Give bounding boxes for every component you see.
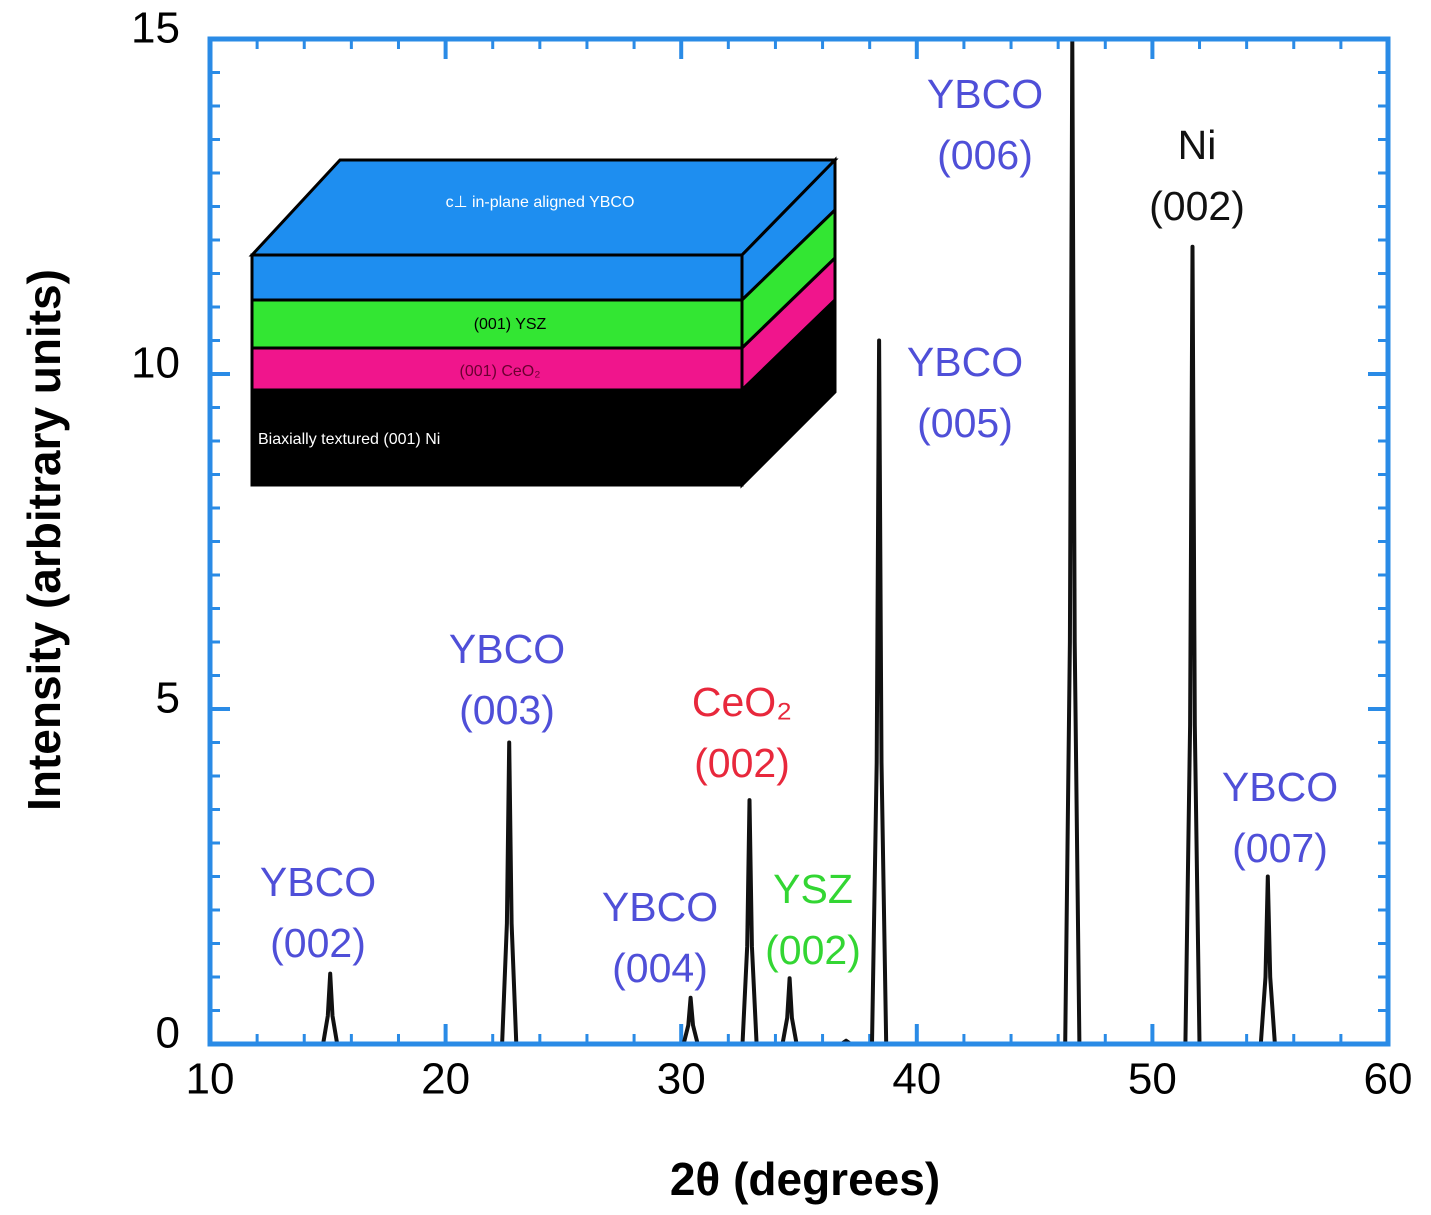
peak-label: (003) [459, 687, 555, 733]
ysz-layer [250, 298, 744, 350]
ybco-layer [250, 253, 744, 302]
x-tick-label: 40 [892, 1055, 941, 1104]
peak-label: (004) [612, 945, 708, 991]
x-axis-title: 2θ (degrees) [670, 1153, 940, 1205]
x-tick-label: 20 [421, 1055, 470, 1104]
peak-label: (002) [270, 920, 366, 966]
y-tick-label: 15 [131, 4, 180, 53]
diffraction-line [210, 39, 1388, 1044]
peak-label: YBCO [260, 859, 376, 905]
x-tick-label: 10 [186, 1055, 235, 1104]
ni-side [740, 296, 837, 489]
peak-label: (002) [765, 927, 861, 973]
layer-label: Biaxially textured (001) Ni [258, 431, 440, 448]
plot-frame [207, 36, 1391, 1047]
x-tick-label: 30 [657, 1055, 706, 1104]
y-tick-label: 10 [131, 339, 180, 388]
peak-label: YBCO [1222, 764, 1338, 810]
peak-label: (007) [1232, 825, 1328, 871]
peak-label: CeO₂ [692, 679, 792, 725]
peak-label: Ni [1178, 122, 1217, 168]
y-tick-label: 0 [156, 1009, 180, 1058]
peak-label: YBCO [602, 884, 718, 930]
x-tick-label: 50 [1128, 1055, 1177, 1104]
ni-layer [250, 388, 744, 487]
peak-label: (002) [1149, 183, 1245, 229]
layer-label: (001) CeO₂ [460, 363, 541, 380]
x-tick-label: 60 [1364, 1055, 1413, 1104]
peak-label: YBCO [907, 339, 1023, 385]
y-tick-label: 5 [156, 674, 180, 723]
y-axis-title: Intensity (arbitrary units) [18, 269, 70, 811]
peak-label: YSZ [773, 866, 853, 912]
peak-label: (002) [694, 740, 790, 786]
peak-label: (006) [937, 132, 1033, 178]
layer-label: c⊥ in-plane aligned YBCO [446, 194, 635, 211]
peak-label: (005) [917, 400, 1013, 446]
peak-label: YBCO [449, 626, 565, 672]
layer-label: (001) YSZ [474, 316, 547, 333]
layer-diagram [248, 156, 839, 489]
peak-label: YBCO [927, 71, 1043, 117]
